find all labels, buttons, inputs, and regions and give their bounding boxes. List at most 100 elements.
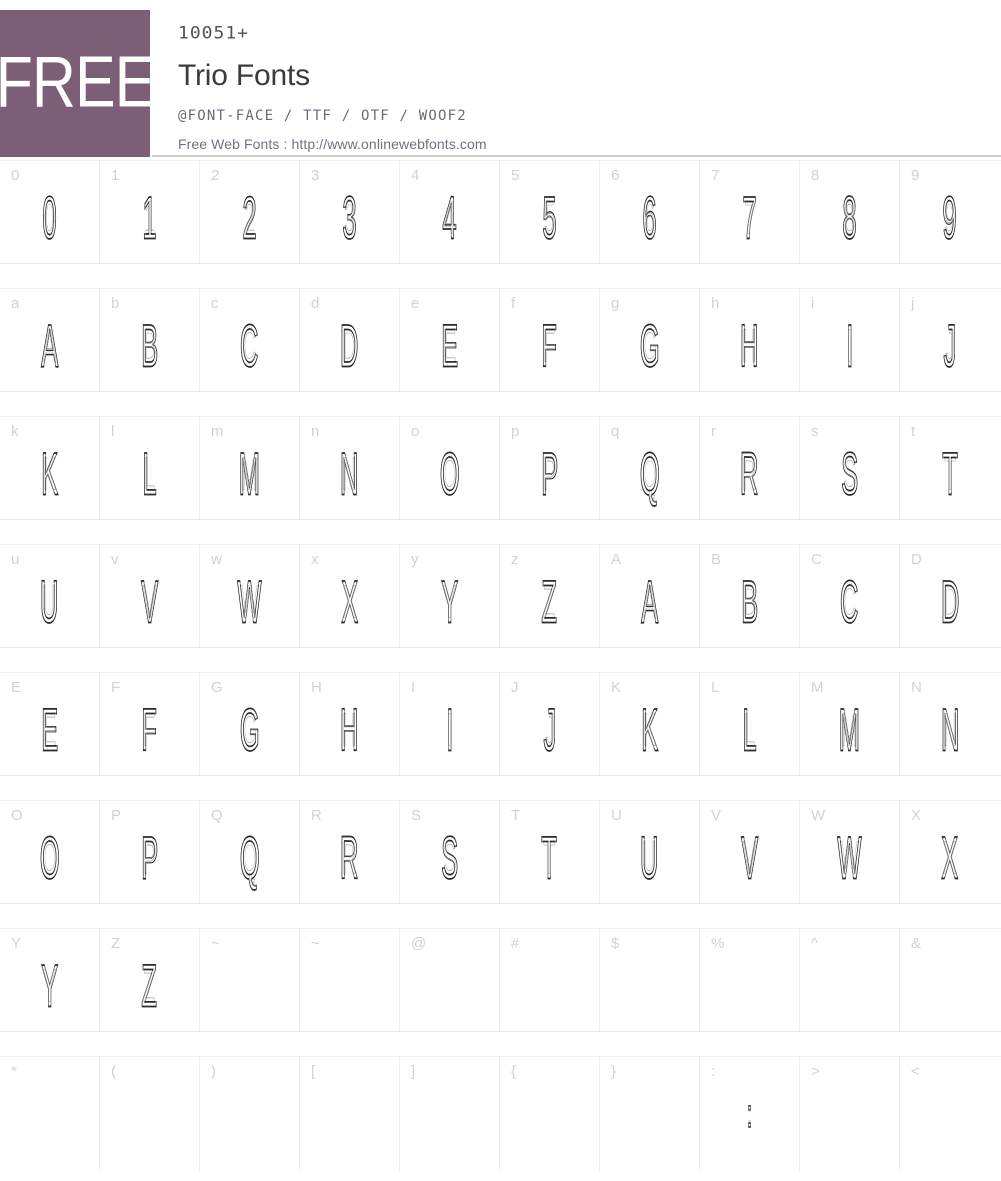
glyph-cell-label: ( bbox=[111, 1063, 116, 1080]
glyph-cell[interactable]: * bbox=[0, 1057, 100, 1172]
glyph-cell-label: e bbox=[411, 295, 420, 312]
glyph-cell-label: t bbox=[911, 423, 916, 440]
glyph-cell[interactable]: :: bbox=[700, 1057, 800, 1172]
glyph-cell[interactable]: ] bbox=[400, 1057, 500, 1172]
glyph-cell[interactable]: > bbox=[800, 1057, 900, 1172]
glyph-specimen-char: F bbox=[141, 698, 157, 760]
glyph-specimen-char: T bbox=[541, 826, 557, 888]
glyph-specimen: I bbox=[400, 695, 499, 765]
glyph-cell[interactable]: ~ bbox=[200, 929, 300, 1031]
glyph-cell[interactable]: ( bbox=[100, 1057, 200, 1172]
glyph-cell-label: B bbox=[711, 551, 722, 568]
glyph-specimen: F bbox=[500, 311, 599, 381]
glyph-cell[interactable]: < bbox=[900, 1057, 1000, 1172]
glyph-cell[interactable]: % bbox=[700, 929, 800, 1031]
glyph-specimen-char: L bbox=[142, 442, 157, 504]
glyph-cell[interactable]: ~ bbox=[300, 929, 400, 1031]
glyph-cell[interactable]: $ bbox=[600, 929, 700, 1031]
glyph-cell-label: 3 bbox=[311, 167, 320, 184]
glyph-cell-label: U bbox=[611, 807, 622, 824]
glyph-cell[interactable]: { bbox=[500, 1057, 600, 1172]
glyph-cell[interactable]: ^ bbox=[800, 929, 900, 1031]
glyph-cell-label: { bbox=[511, 1063, 517, 1080]
glyph-cell[interactable]: @ bbox=[400, 929, 500, 1031]
glyph-cell[interactable]: & bbox=[900, 929, 1000, 1031]
glyph-specimen: U bbox=[600, 823, 699, 893]
glyph-cell-label: 2 bbox=[211, 167, 220, 184]
glyph-cell[interactable]: # bbox=[500, 929, 600, 1031]
glyph-cell-label: ) bbox=[211, 1063, 216, 1080]
glyph-cell[interactable]: ) bbox=[200, 1057, 300, 1172]
glyph-specimen-char: C bbox=[840, 570, 859, 632]
glyph-cell[interactable]: [ bbox=[300, 1057, 400, 1172]
glyph-cell[interactable]: } bbox=[600, 1057, 700, 1172]
glyph-cell-label: % bbox=[711, 935, 725, 952]
glyph-cell-label: P bbox=[111, 807, 122, 824]
glyph-cell-label: 7 bbox=[711, 167, 720, 184]
